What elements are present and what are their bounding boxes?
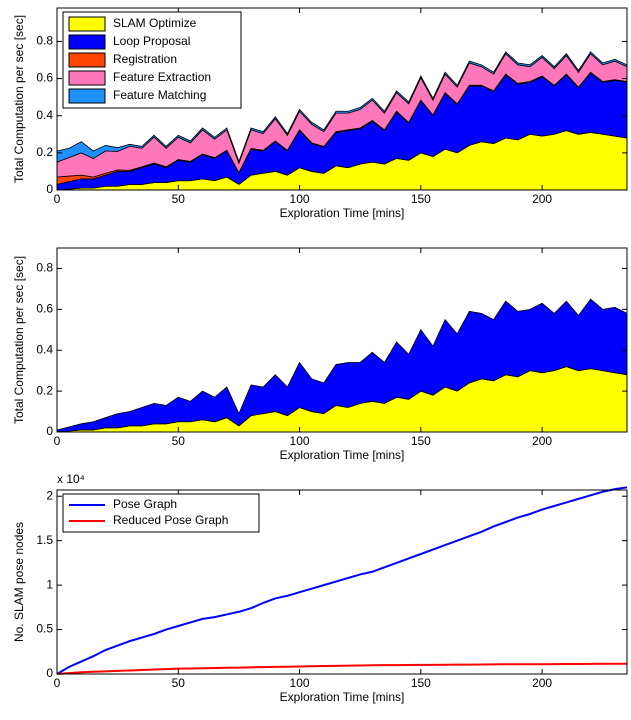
y-tick-label: 1 (46, 577, 53, 591)
x-tick-label: 200 (532, 192, 552, 206)
y-axis-label: No. SLAM pose nodes (12, 522, 26, 642)
line (56, 662, 628, 675)
axes-frame (56, 7, 628, 191)
legend-swatch (68, 16, 106, 32)
x-tick-label: 100 (290, 676, 310, 690)
x-tick-label: 50 (172, 192, 186, 206)
x-axis-label: Exploration Time [mins] (280, 206, 405, 220)
y-tick-label: 2 (46, 488, 53, 502)
x-tick-label: 200 (532, 676, 552, 690)
subplot: 0 50 100 150 200 0 0.5 1 1.5 2 Exploration Time [m… (12, 472, 628, 704)
legend-label: Feature Matching (113, 88, 206, 102)
axes-frame (56, 489, 628, 675)
x-tick-label: 200 (532, 434, 552, 448)
x-tick-label: 100 (290, 434, 310, 448)
legend-label: Registration (113, 52, 177, 66)
subplot: 0 50 100 150 200 0 0.2 0.4 0.6 0.8 Exploration Tim… (12, 247, 628, 462)
subplot: 0 50 100 150 200 0 0.2 0.4 0.6 0.8 Exploration Tim… (12, 7, 628, 220)
axes-frame (56, 247, 628, 433)
y-tick-label: 0 (46, 666, 53, 680)
y-tick-label: 0.5 (36, 622, 53, 636)
y-axis-label: Total Computation per sec [sec] (12, 15, 26, 183)
x-tick-label: 100 (290, 192, 310, 206)
y-tick-label: 0.4 (36, 108, 53, 122)
legend-swatch (68, 70, 106, 86)
y-tick-label: 0.8 (36, 261, 53, 275)
x-tick-label: 0 (54, 192, 61, 206)
legend-swatch (68, 34, 106, 50)
y-tick-label: 1.5 (36, 533, 53, 547)
x-axis-label: Exploration Time [mins] (280, 448, 405, 462)
marks (56, 486, 628, 675)
y-tick-label: 0.2 (36, 383, 53, 397)
y-tick-label: 0.4 (36, 342, 53, 356)
legend-box (62, 493, 260, 533)
x-tick-label: 150 (411, 676, 431, 690)
axis-multiplier: x 10⁴ (57, 472, 85, 486)
x-tick-label: 50 (172, 676, 186, 690)
y-tick-label: 0 (46, 182, 53, 196)
x-tick-label: 0 (54, 676, 61, 690)
legend-label: SLAM Optimize (113, 16, 197, 30)
legend-label: Feature Extraction (113, 70, 211, 84)
legend-label: Loop Proposal (113, 34, 190, 48)
x-axis-label: Exploration Time [mins] (280, 690, 405, 704)
x-tick-label: 150 (411, 192, 431, 206)
y-tick-label: 0 (46, 424, 53, 438)
y-tick-label: 0.6 (36, 71, 53, 85)
legend-label: Pose Graph (113, 497, 177, 511)
x-tick-label: 50 (172, 434, 186, 448)
y-tick-label: 0.6 (36, 302, 53, 316)
y-axis-label: Total Computation per sec [sec] (12, 256, 26, 424)
line (56, 486, 628, 675)
marks (56, 51, 628, 191)
legend-swatch (68, 52, 106, 68)
legend-swatch (68, 88, 106, 104)
y-tick-label: 0.8 (36, 34, 53, 48)
legend-label: Reduced Pose Graph (113, 513, 228, 527)
x-tick-label: 150 (411, 434, 431, 448)
x-tick-label: 0 (54, 434, 61, 448)
y-tick-label: 0.2 (36, 145, 53, 159)
